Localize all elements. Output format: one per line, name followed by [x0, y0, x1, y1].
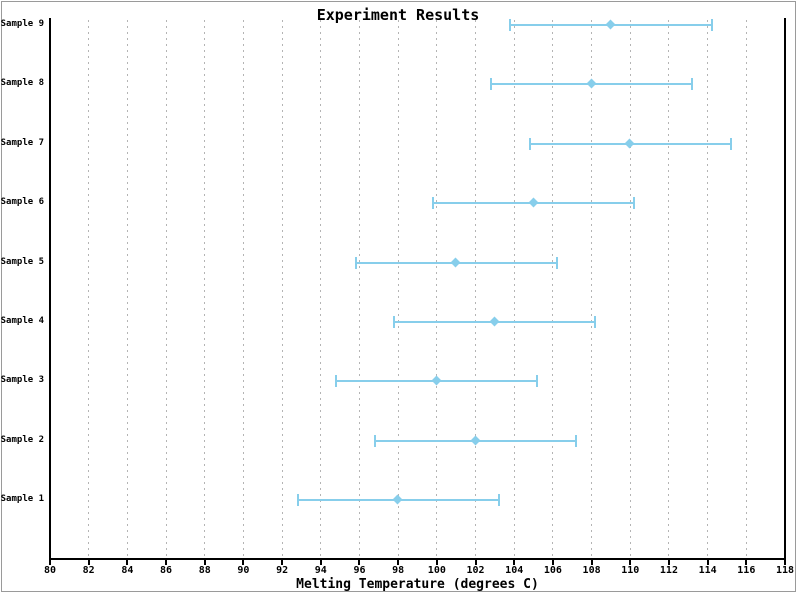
x-tick — [513, 560, 516, 565]
errorbar-cap-left — [393, 315, 396, 328]
errorbar-cap-right — [536, 375, 539, 388]
errorbar-cap-left — [431, 197, 434, 210]
x-tick-label: 114 — [698, 565, 717, 576]
x-tick — [319, 560, 322, 565]
x-tick-label: 84 — [121, 565, 134, 576]
gridline — [745, 20, 747, 558]
x-tick-label: 82 — [82, 565, 95, 576]
gridline — [358, 20, 360, 558]
x-tick-label: 98 — [392, 565, 405, 576]
y-tick-label: Sample 7 — [0, 137, 44, 148]
x-tick — [590, 560, 593, 565]
x-tick-label: 104 — [505, 565, 524, 576]
x-tick-label: 80 — [43, 565, 57, 576]
gridline — [436, 20, 438, 558]
y-tick-label: Sample 6 — [0, 197, 44, 208]
errorbar-cap-right — [575, 434, 578, 447]
x-tick-label: 94 — [314, 565, 327, 576]
x-tick — [784, 560, 786, 565]
gridline — [707, 20, 709, 558]
gridline — [552, 20, 554, 558]
x-tick — [667, 560, 670, 565]
x-tick-label: 102 — [466, 565, 485, 576]
x-tick-label: 92 — [276, 565, 289, 576]
gridline — [126, 20, 128, 558]
gridline — [629, 20, 631, 558]
x-tick — [87, 560, 90, 565]
gridline — [591, 20, 593, 558]
x-tick-label: 116 — [737, 565, 756, 576]
gridline — [397, 20, 399, 558]
x-tick-label: 86 — [160, 565, 173, 576]
y-axis — [49, 18, 51, 560]
x-tick — [745, 560, 748, 565]
x-tick — [706, 560, 709, 565]
y-tick-label: Sample 3 — [0, 375, 44, 386]
x-tick — [358, 560, 361, 565]
x-tick-label: 106 — [543, 565, 562, 576]
errorbar-cap-left — [373, 434, 376, 447]
x-axis-label: Melting Temperature (degrees C) — [296, 577, 539, 592]
x-tick-label: 118 — [775, 565, 795, 576]
errorbar-cap-left — [509, 19, 512, 31]
x-tick — [49, 560, 51, 565]
y-tick-label: Sample 2 — [0, 434, 44, 445]
x-tick-label: 96 — [353, 565, 366, 576]
x-tick-label: 88 — [198, 565, 211, 576]
gridline — [165, 20, 167, 558]
x-tick — [126, 560, 129, 565]
errorbar-cap-right — [594, 315, 597, 328]
x-tick — [629, 560, 632, 565]
errorbar-cap-right — [710, 19, 713, 31]
x-tick — [551, 560, 554, 565]
x-axis — [49, 558, 786, 560]
y-tick-label: Sample 5 — [0, 256, 44, 267]
errorbar-cap-right — [555, 256, 558, 269]
x-tick — [281, 560, 284, 565]
gridline — [242, 20, 244, 558]
errorbar-cap-right — [691, 78, 694, 91]
x-tick — [435, 560, 438, 565]
x-tick-label: 108 — [582, 565, 601, 576]
errorbar-cap-right — [633, 197, 636, 210]
x-tick — [474, 560, 477, 565]
gridline — [668, 20, 670, 558]
gridline — [88, 20, 90, 558]
right-spine — [784, 18, 786, 560]
gridline — [281, 20, 283, 558]
errorbar-cap-left — [490, 78, 492, 91]
y-tick-label: Sample 8 — [0, 78, 44, 89]
errorbar-cap-left — [335, 375, 338, 388]
x-tick — [165, 560, 168, 565]
gridline — [204, 20, 206, 558]
y-tick-label: Sample 4 — [0, 315, 44, 326]
x-tick — [397, 560, 400, 565]
x-tick-label: 100 — [427, 565, 446, 576]
errorbar-cap-left — [296, 494, 299, 506]
chart-title: Experiment Results — [316, 6, 480, 24]
gridline — [320, 20, 322, 558]
errorbar-cap-left — [354, 256, 357, 269]
y-tick-label: Sample 1 — [0, 494, 44, 504]
gridline — [513, 20, 515, 558]
figure-border — [1, 1, 796, 592]
x-tick-label: 112 — [659, 565, 678, 576]
errorbar-cap-left — [528, 137, 531, 150]
x-tick-label: 90 — [237, 565, 250, 576]
errorbar-cap-right — [497, 494, 500, 506]
x-tick — [203, 560, 206, 565]
y-tick-label: Sample 9 — [0, 19, 44, 29]
x-tick — [242, 560, 245, 565]
errorbar-cap-right — [729, 137, 732, 150]
x-tick-label: 110 — [621, 565, 640, 576]
gridline — [475, 20, 477, 558]
